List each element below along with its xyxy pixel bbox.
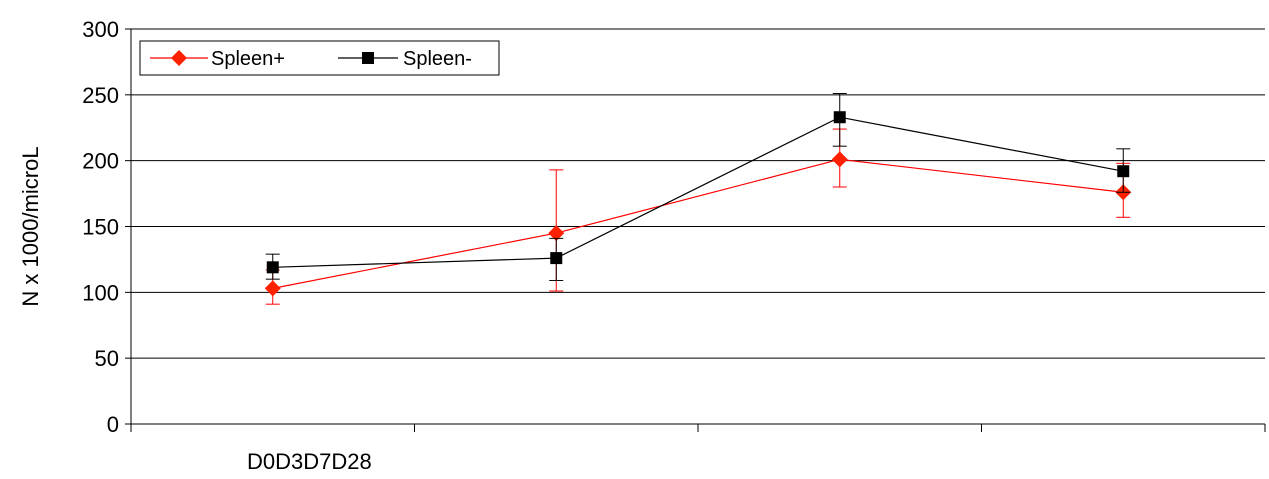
y-tick-label: 150 bbox=[82, 215, 119, 240]
series-spleen- bbox=[265, 93, 1131, 281]
series-line bbox=[272, 116, 1124, 268]
data-point bbox=[833, 111, 846, 124]
legend-item: Spleen- bbox=[338, 48, 472, 70]
x-tick-label: D0D3D7D28 bbox=[247, 449, 372, 474]
axes: 0 50 100 150 200 250 300 bbox=[82, 17, 1266, 437]
y-tick-label: 300 bbox=[82, 17, 119, 42]
gridlines bbox=[131, 28, 1265, 359]
data-point bbox=[831, 151, 848, 168]
legend-marker bbox=[171, 50, 187, 66]
series-spleen- bbox=[264, 128, 1132, 305]
data-point bbox=[1117, 165, 1130, 178]
series-line bbox=[272, 158, 1124, 289]
data-point bbox=[264, 280, 281, 297]
legend: Spleen+ Spleen- bbox=[139, 40, 500, 76]
legend-marker bbox=[362, 52, 374, 64]
y-tick-label: 250 bbox=[82, 83, 119, 108]
y-tick-label: 200 bbox=[82, 149, 119, 174]
y-tick-label: 100 bbox=[82, 280, 119, 305]
legend-box bbox=[139, 40, 500, 76]
series-area bbox=[264, 93, 1132, 305]
y-tick-label: 0 bbox=[107, 412, 119, 437]
legend-label: Spleen- bbox=[403, 48, 472, 70]
data-point bbox=[550, 252, 563, 265]
data-point bbox=[266, 261, 279, 274]
y-axis-title: N x 1000/microL bbox=[18, 146, 43, 306]
legend-items: Spleen+ Spleen- bbox=[150, 48, 472, 70]
y-tick-label: 50 bbox=[95, 346, 119, 371]
data-point bbox=[548, 225, 565, 242]
legend-item: Spleen+ bbox=[150, 48, 285, 70]
legend-label: Spleen+ bbox=[211, 48, 285, 70]
